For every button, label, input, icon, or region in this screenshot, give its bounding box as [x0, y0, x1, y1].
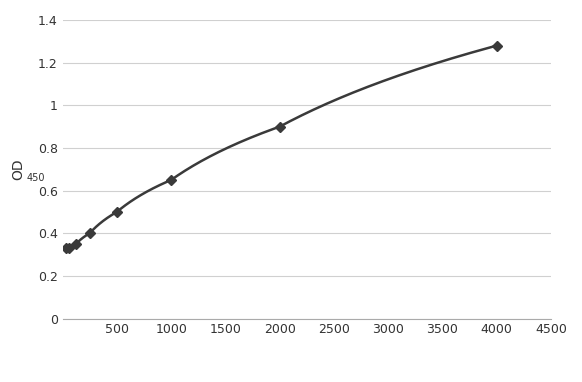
Text: 450: 450: [26, 173, 45, 183]
Text: OD: OD: [12, 159, 26, 180]
